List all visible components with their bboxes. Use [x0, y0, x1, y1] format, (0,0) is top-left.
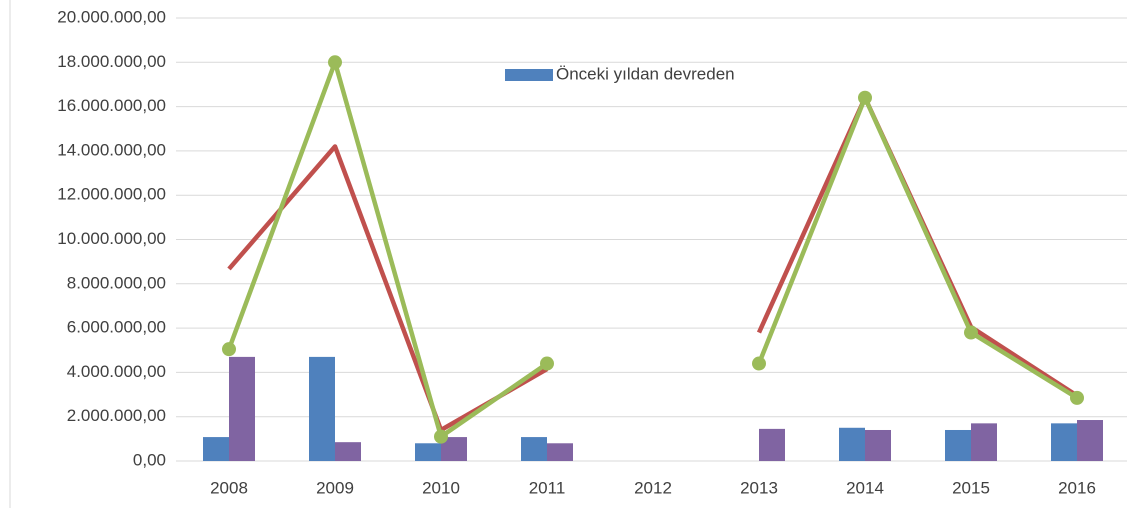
line-marker	[858, 90, 872, 105]
legend-label: Önceki yıldan devreden	[556, 64, 735, 83]
y-tick-label: 6.000.000,00	[67, 318, 166, 337]
x-tick-label: 2016	[1058, 478, 1096, 497]
line	[226, 60, 1079, 439]
bar	[1051, 423, 1077, 461]
y-tick-label: 16.000.000,00	[57, 96, 166, 115]
bar	[945, 429, 971, 461]
bar	[1077, 420, 1103, 461]
y-tick-label: 10.000.000,00	[57, 229, 166, 248]
y-tick-label: 2.000.000,00	[67, 406, 166, 425]
bar	[441, 437, 467, 461]
bar	[839, 427, 865, 461]
bar	[203, 437, 229, 461]
line-marker	[222, 342, 236, 357]
x-tick-label: 2011	[529, 478, 566, 497]
y-tick-label: 0,00	[133, 450, 166, 469]
line	[227, 95, 1079, 433]
line-marker	[328, 55, 342, 70]
x-tick-label: 2008	[210, 478, 248, 497]
line-marker	[964, 325, 978, 340]
bar	[521, 437, 547, 461]
x-tick-label: 2009	[316, 478, 354, 497]
y-tick-label: 18.000.000,00	[57, 52, 166, 71]
bar	[865, 429, 891, 461]
line-marker	[752, 356, 766, 371]
bar	[335, 442, 361, 461]
bar	[309, 356, 335, 461]
bar	[759, 428, 785, 461]
x-tick-label: 2010	[422, 478, 460, 497]
y-tick-label: 4.000.000,00	[67, 362, 166, 381]
y-tick-label: 14.000.000,00	[57, 140, 166, 159]
line-marker	[1070, 390, 1084, 405]
x-tick-label: 2013	[740, 478, 778, 497]
y-tick-label: 20.000.000,00	[57, 7, 166, 26]
bar	[415, 443, 441, 461]
line-marker	[434, 429, 448, 444]
line-marker	[540, 356, 554, 371]
x-tick-label: 2015	[952, 478, 990, 497]
y-tick-label: 8.000.000,00	[67, 273, 166, 292]
bar	[229, 356, 255, 461]
x-tick-label: 2012	[634, 478, 672, 497]
x-tick-label: 2014	[846, 478, 884, 497]
legend-swatch	[505, 69, 553, 81]
bar	[547, 443, 573, 461]
bar	[971, 423, 997, 461]
y-tick-label: 12.000.000,00	[57, 185, 166, 204]
